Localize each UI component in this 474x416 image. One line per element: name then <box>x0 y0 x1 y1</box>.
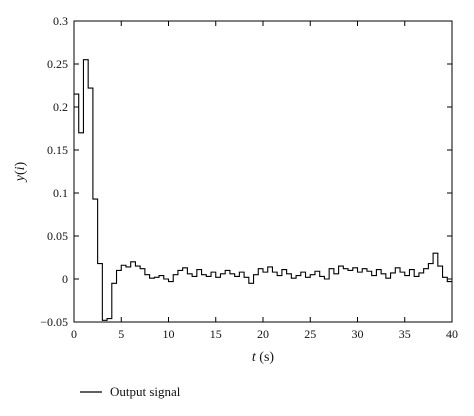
x-tick-label: 20 <box>257 327 269 341</box>
x-axis-ticks: 0 5 10 15 20 25 30 35 40 <box>71 21 458 341</box>
y-axis-index: i <box>13 166 28 170</box>
y-tick-label: 0.2 <box>53 100 68 114</box>
plot-frame <box>73 20 453 323</box>
y-tick-label: 0.05 <box>47 229 68 243</box>
y-axis-label: y(i) <box>13 161 28 183</box>
y-axis-close-paren: ) <box>13 161 28 166</box>
series-layer <box>74 59 452 321</box>
x-tick-label: 25 <box>304 327 316 341</box>
x-tick-label: 40 <box>446 327 458 341</box>
x-axis-variable: t <box>252 350 257 365</box>
y-tick-label: −0.05 <box>40 315 68 329</box>
y-tick-label: 0.25 <box>47 57 68 71</box>
x-tick-label: 35 <box>399 327 411 341</box>
x-axis-unit: (s) <box>256 350 275 365</box>
y-axis-open-paren: ( <box>13 170 28 175</box>
x-axis-label: t (s) <box>252 350 275 365</box>
y-axis-ticks: −0.05 0 0.05 0.1 0.15 0.2 0.25 0.3 <box>40 14 452 329</box>
y-tick-label: 0.3 <box>53 14 68 28</box>
y-tick-label: 0.1 <box>53 186 68 200</box>
y-axis-variable: y <box>13 174 28 183</box>
series-line-output-signal <box>74 59 452 321</box>
y-tick-label: 0.15 <box>47 143 68 157</box>
x-tick-label: 10 <box>163 327 175 341</box>
x-tick-label: 0 <box>71 327 77 341</box>
legend-label-output-signal: Output signal <box>110 384 181 399</box>
plot-area: 0 5 10 15 20 25 30 35 40 −0.0500.050.10.150.20.2… <box>40 14 458 341</box>
x-tick-label: 30 <box>352 327 364 341</box>
x-tick-label: 5 <box>118 327 124 341</box>
legend: Output signal <box>80 384 181 399</box>
y-tick-label: 0 <box>62 272 68 286</box>
x-tick-label: 15 <box>210 327 222 341</box>
